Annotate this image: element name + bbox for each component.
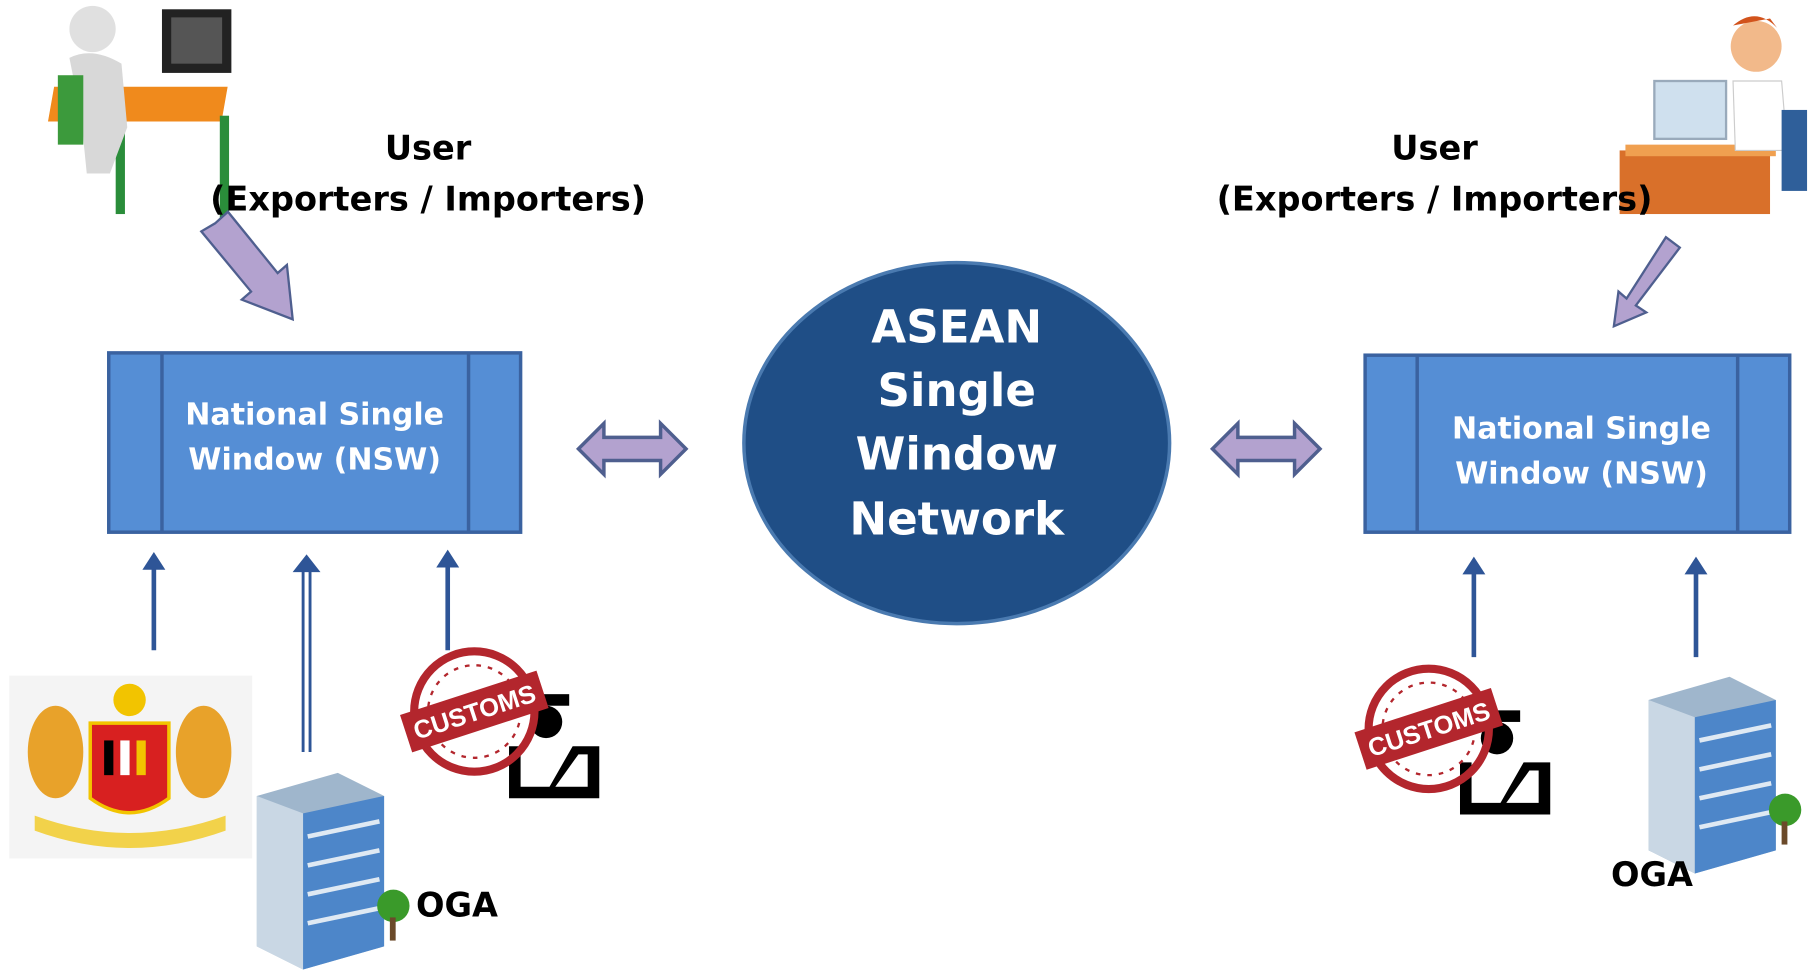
- flow-arrow: [201, 212, 292, 320]
- nsw-label: National Single: [185, 398, 444, 433]
- oga-label: OGA: [416, 885, 498, 924]
- nsw-label: Window (NSW): [188, 443, 441, 478]
- user-subtitle: (Exporters / Importers): [1217, 180, 1653, 219]
- center-label: Window: [856, 428, 1058, 481]
- nsw-label: Window (NSW): [1455, 457, 1708, 492]
- user-title: User: [385, 129, 472, 168]
- body: User (Exporters / Importers) User (Expor…: [0, 0, 1814, 973]
- coat-of-arms: [9, 676, 252, 859]
- page: ASEAN Single Window {"left_user": {"titl…: [0, 0, 1814, 973]
- double-arrow: [578, 423, 686, 474]
- user-computer-icon: [48, 6, 231, 220]
- user-subtitle: (Exporters / Importers): [210, 180, 646, 219]
- center-label: Single: [878, 364, 1036, 417]
- customs-stamp-text: CUSTOMS: [1365, 697, 1494, 763]
- building-icon: [257, 773, 410, 970]
- building-icon: [1649, 677, 1802, 874]
- customs-stamp: CUSTOMS: [400, 651, 549, 771]
- double-arrow: [1212, 423, 1320, 474]
- oga-label: OGA: [1611, 855, 1693, 894]
- center-label: Network: [849, 493, 1065, 546]
- user-title: User: [1391, 129, 1478, 168]
- customs-stamp-text: CUSTOMS: [410, 680, 539, 746]
- center-label: ASEAN: [871, 300, 1042, 353]
- diagram: User (Exporters / Importers) User (Expor…: [0, 0, 1814, 973]
- nsw-label: National Single: [1452, 411, 1711, 446]
- customs-stamp: CUSTOMS: [1354, 669, 1503, 789]
- flow-arrow: [1614, 237, 1680, 326]
